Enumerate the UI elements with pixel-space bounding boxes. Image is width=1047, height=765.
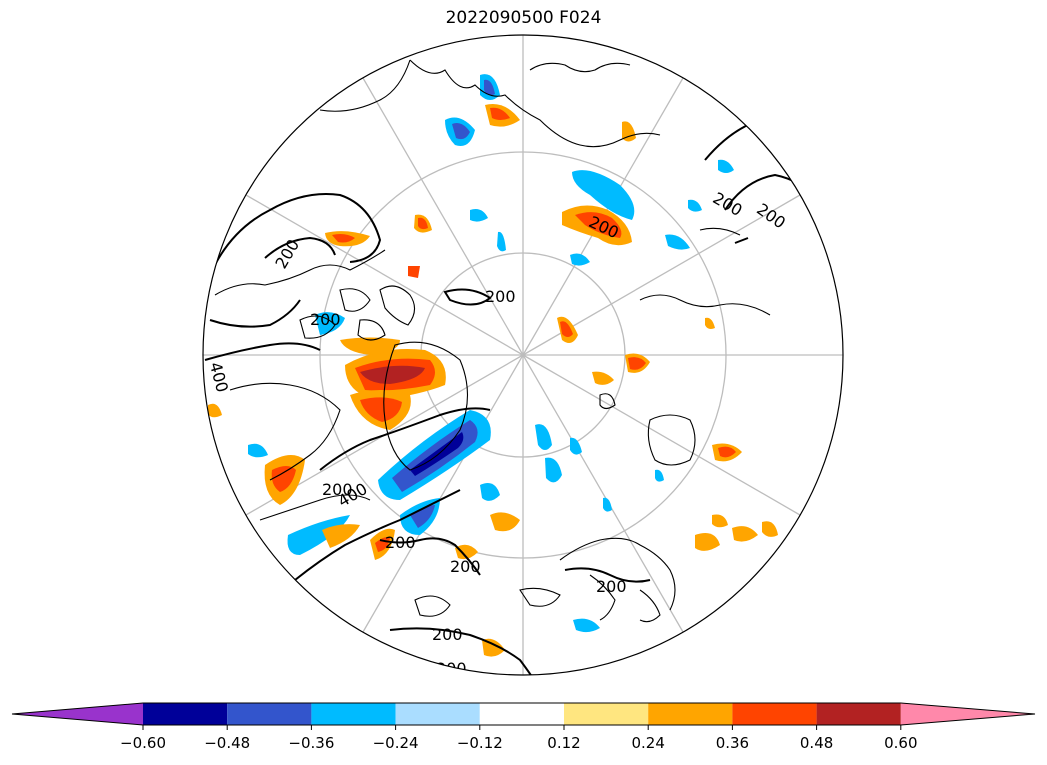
contour-label: 200 (385, 533, 416, 552)
contour-label: 200 (310, 310, 341, 329)
contour-label: 200 (271, 236, 303, 272)
colorbar-segment (900, 703, 1035, 725)
contour-label: 200 (322, 480, 353, 499)
colorbar-tick-label: 0.48 (800, 734, 833, 752)
colorbar-segment (12, 703, 143, 725)
contour-label: 200 (485, 287, 516, 306)
colorbar-tick-label: 0.12 (547, 734, 580, 752)
contour-label: 400 (206, 360, 232, 394)
contour-labels: 200 200 200 200 200 200 200 200 200 200 … (206, 188, 789, 678)
map-title: 2022090500 F024 (445, 8, 602, 28)
colorbar-tick-label: 0.36 (716, 734, 749, 752)
colorbar-segment (479, 703, 564, 725)
colorbar: −0.60 −0.48 −0.36 −0.24 −0.12 0.12 0.24 0.36 0.4… (11, 702, 1036, 752)
contour-label: 200 (450, 557, 481, 576)
colorbar-segment (816, 703, 901, 725)
colorbar-tick-label: −0.24 (373, 734, 419, 752)
map-boundary (202, 34, 844, 676)
contour-label: 200 (596, 577, 627, 596)
colorbar-segment (311, 703, 396, 725)
colorbar-segment (648, 703, 733, 725)
coastlines (214, 59, 771, 623)
anomaly-fills (208, 74, 778, 657)
contour-label: 200 (432, 625, 463, 644)
colorbar-tick-label: −0.12 (457, 734, 503, 752)
colorbar-tick-label: 0.24 (631, 734, 664, 752)
colorbar-tick-label: −0.60 (120, 734, 166, 752)
colorbar-segment (564, 703, 649, 725)
colorbar-segment (227, 703, 312, 725)
colorbar-segment (732, 703, 817, 725)
colorbar-tick-label: −0.48 (204, 734, 250, 752)
colorbar-segment (143, 703, 228, 725)
colorbar-segment (395, 703, 480, 725)
colorbar-tick-label: 0.60 (884, 734, 917, 752)
polar-map: 200 200 200 200 200 200 200 200 200 200 … (202, 34, 844, 678)
contour-label: 200 (436, 659, 467, 678)
colorbar-tick-label: −0.36 (288, 734, 334, 752)
